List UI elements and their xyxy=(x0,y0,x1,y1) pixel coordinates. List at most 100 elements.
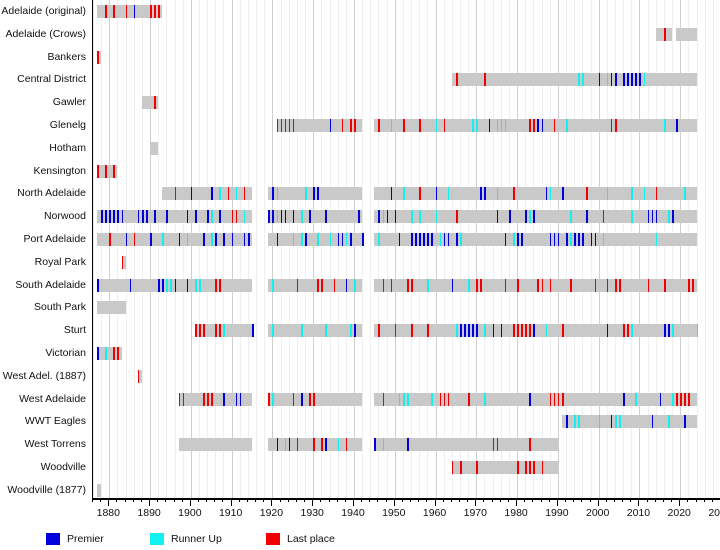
gridline xyxy=(239,0,241,498)
axis-tick-minor xyxy=(361,498,363,502)
last-place-marker xyxy=(647,278,650,292)
premier-marker xyxy=(586,210,589,224)
premier-marker xyxy=(504,233,507,246)
gridline xyxy=(574,0,576,498)
last-place-marker xyxy=(378,119,381,132)
axis-tick-minor xyxy=(687,498,689,502)
last-place-marker xyxy=(231,210,234,224)
gridline xyxy=(125,0,127,498)
season-span-bar xyxy=(374,187,697,201)
gridline xyxy=(419,0,421,498)
last-place-marker xyxy=(525,324,527,338)
axis-tick-minor xyxy=(524,498,526,502)
runner-up-marker xyxy=(300,210,303,224)
last-place-marker xyxy=(215,278,217,292)
timeline-row xyxy=(93,182,720,205)
timeline-row xyxy=(93,46,720,69)
last-place-marker xyxy=(394,324,397,338)
axis-tick-major xyxy=(108,498,110,506)
premier-marker xyxy=(574,233,576,246)
runner-up-marker xyxy=(574,415,576,429)
axis-tick-minor xyxy=(304,498,306,502)
premier-marker xyxy=(243,233,246,246)
axis-tick-minor xyxy=(613,498,615,502)
premier-marker xyxy=(207,210,209,224)
axis-tick-minor xyxy=(140,498,142,502)
premier-marker xyxy=(398,233,401,246)
gridline xyxy=(353,0,355,498)
timeline-row xyxy=(93,274,720,297)
axis-tick-major xyxy=(638,498,640,506)
premier-marker xyxy=(325,438,328,452)
last-place-marker xyxy=(623,324,625,338)
runner-up-marker xyxy=(500,119,503,132)
last-place-marker xyxy=(113,347,115,360)
premier-marker xyxy=(109,210,111,224)
last-place-marker xyxy=(121,255,124,269)
last-place-marker xyxy=(455,210,458,224)
gridline xyxy=(443,0,445,498)
gridline xyxy=(264,0,266,498)
gridline xyxy=(117,0,119,498)
runner-up-marker xyxy=(529,210,531,224)
axis-tick-minor xyxy=(565,498,567,502)
timeline-row xyxy=(93,23,720,46)
axis-tick-minor xyxy=(540,498,542,502)
runner-up-marker xyxy=(484,324,487,338)
timeline-row xyxy=(93,342,720,365)
season-span-bar xyxy=(451,461,558,474)
premier-marker xyxy=(447,233,450,246)
last-place-marker xyxy=(427,324,429,338)
axis-tick-major xyxy=(679,498,681,506)
runner-up-marker xyxy=(419,210,421,224)
axis-tick-minor xyxy=(377,498,379,502)
gridline xyxy=(623,0,625,498)
gridline xyxy=(517,0,519,498)
axis-tick-minor xyxy=(92,498,93,502)
season-span-bar xyxy=(194,324,253,338)
premier-marker xyxy=(235,392,238,406)
last-place-marker xyxy=(529,438,531,452)
runner-up-marker xyxy=(300,324,303,338)
legend-item: Premier xyxy=(46,528,104,550)
last-place-marker xyxy=(688,392,690,406)
runner-up-marker xyxy=(439,233,442,246)
last-place-marker xyxy=(321,438,323,452)
axis-tick-major xyxy=(312,498,314,506)
last-place-marker xyxy=(219,278,221,292)
runner-up-marker xyxy=(382,438,385,452)
runner-up-marker xyxy=(317,233,319,246)
premier-marker xyxy=(598,73,601,87)
last-place-marker xyxy=(529,119,531,132)
gridline xyxy=(305,0,307,498)
last-place-marker xyxy=(390,278,393,292)
gridline xyxy=(492,0,494,498)
season-span-bar xyxy=(268,438,363,452)
premier-marker xyxy=(194,210,197,224)
premier-marker xyxy=(133,5,136,18)
gridline xyxy=(704,0,706,498)
gridline xyxy=(590,0,592,498)
gridline xyxy=(272,0,274,498)
premier-marker xyxy=(537,119,540,132)
last-place-marker xyxy=(537,278,540,292)
gridline xyxy=(247,0,249,498)
axis-tick-minor xyxy=(671,498,673,502)
premier-marker xyxy=(651,210,654,224)
gridline xyxy=(672,0,674,498)
axis-tick-minor xyxy=(491,498,493,502)
axis-tick-minor xyxy=(344,498,346,502)
runner-up-marker xyxy=(545,324,548,338)
last-place-marker xyxy=(610,119,613,132)
premier-marker xyxy=(305,233,307,246)
gridline xyxy=(296,0,298,498)
category-label: WWT Eagles xyxy=(24,415,86,428)
last-place-marker xyxy=(296,278,299,292)
premier-marker xyxy=(288,438,291,452)
premier-marker xyxy=(97,347,99,360)
runner-up-marker xyxy=(570,233,572,246)
season-span-bar xyxy=(97,483,102,497)
premier-marker xyxy=(415,233,417,246)
premier-marker xyxy=(582,233,584,246)
axis-tick-minor xyxy=(507,498,509,502)
